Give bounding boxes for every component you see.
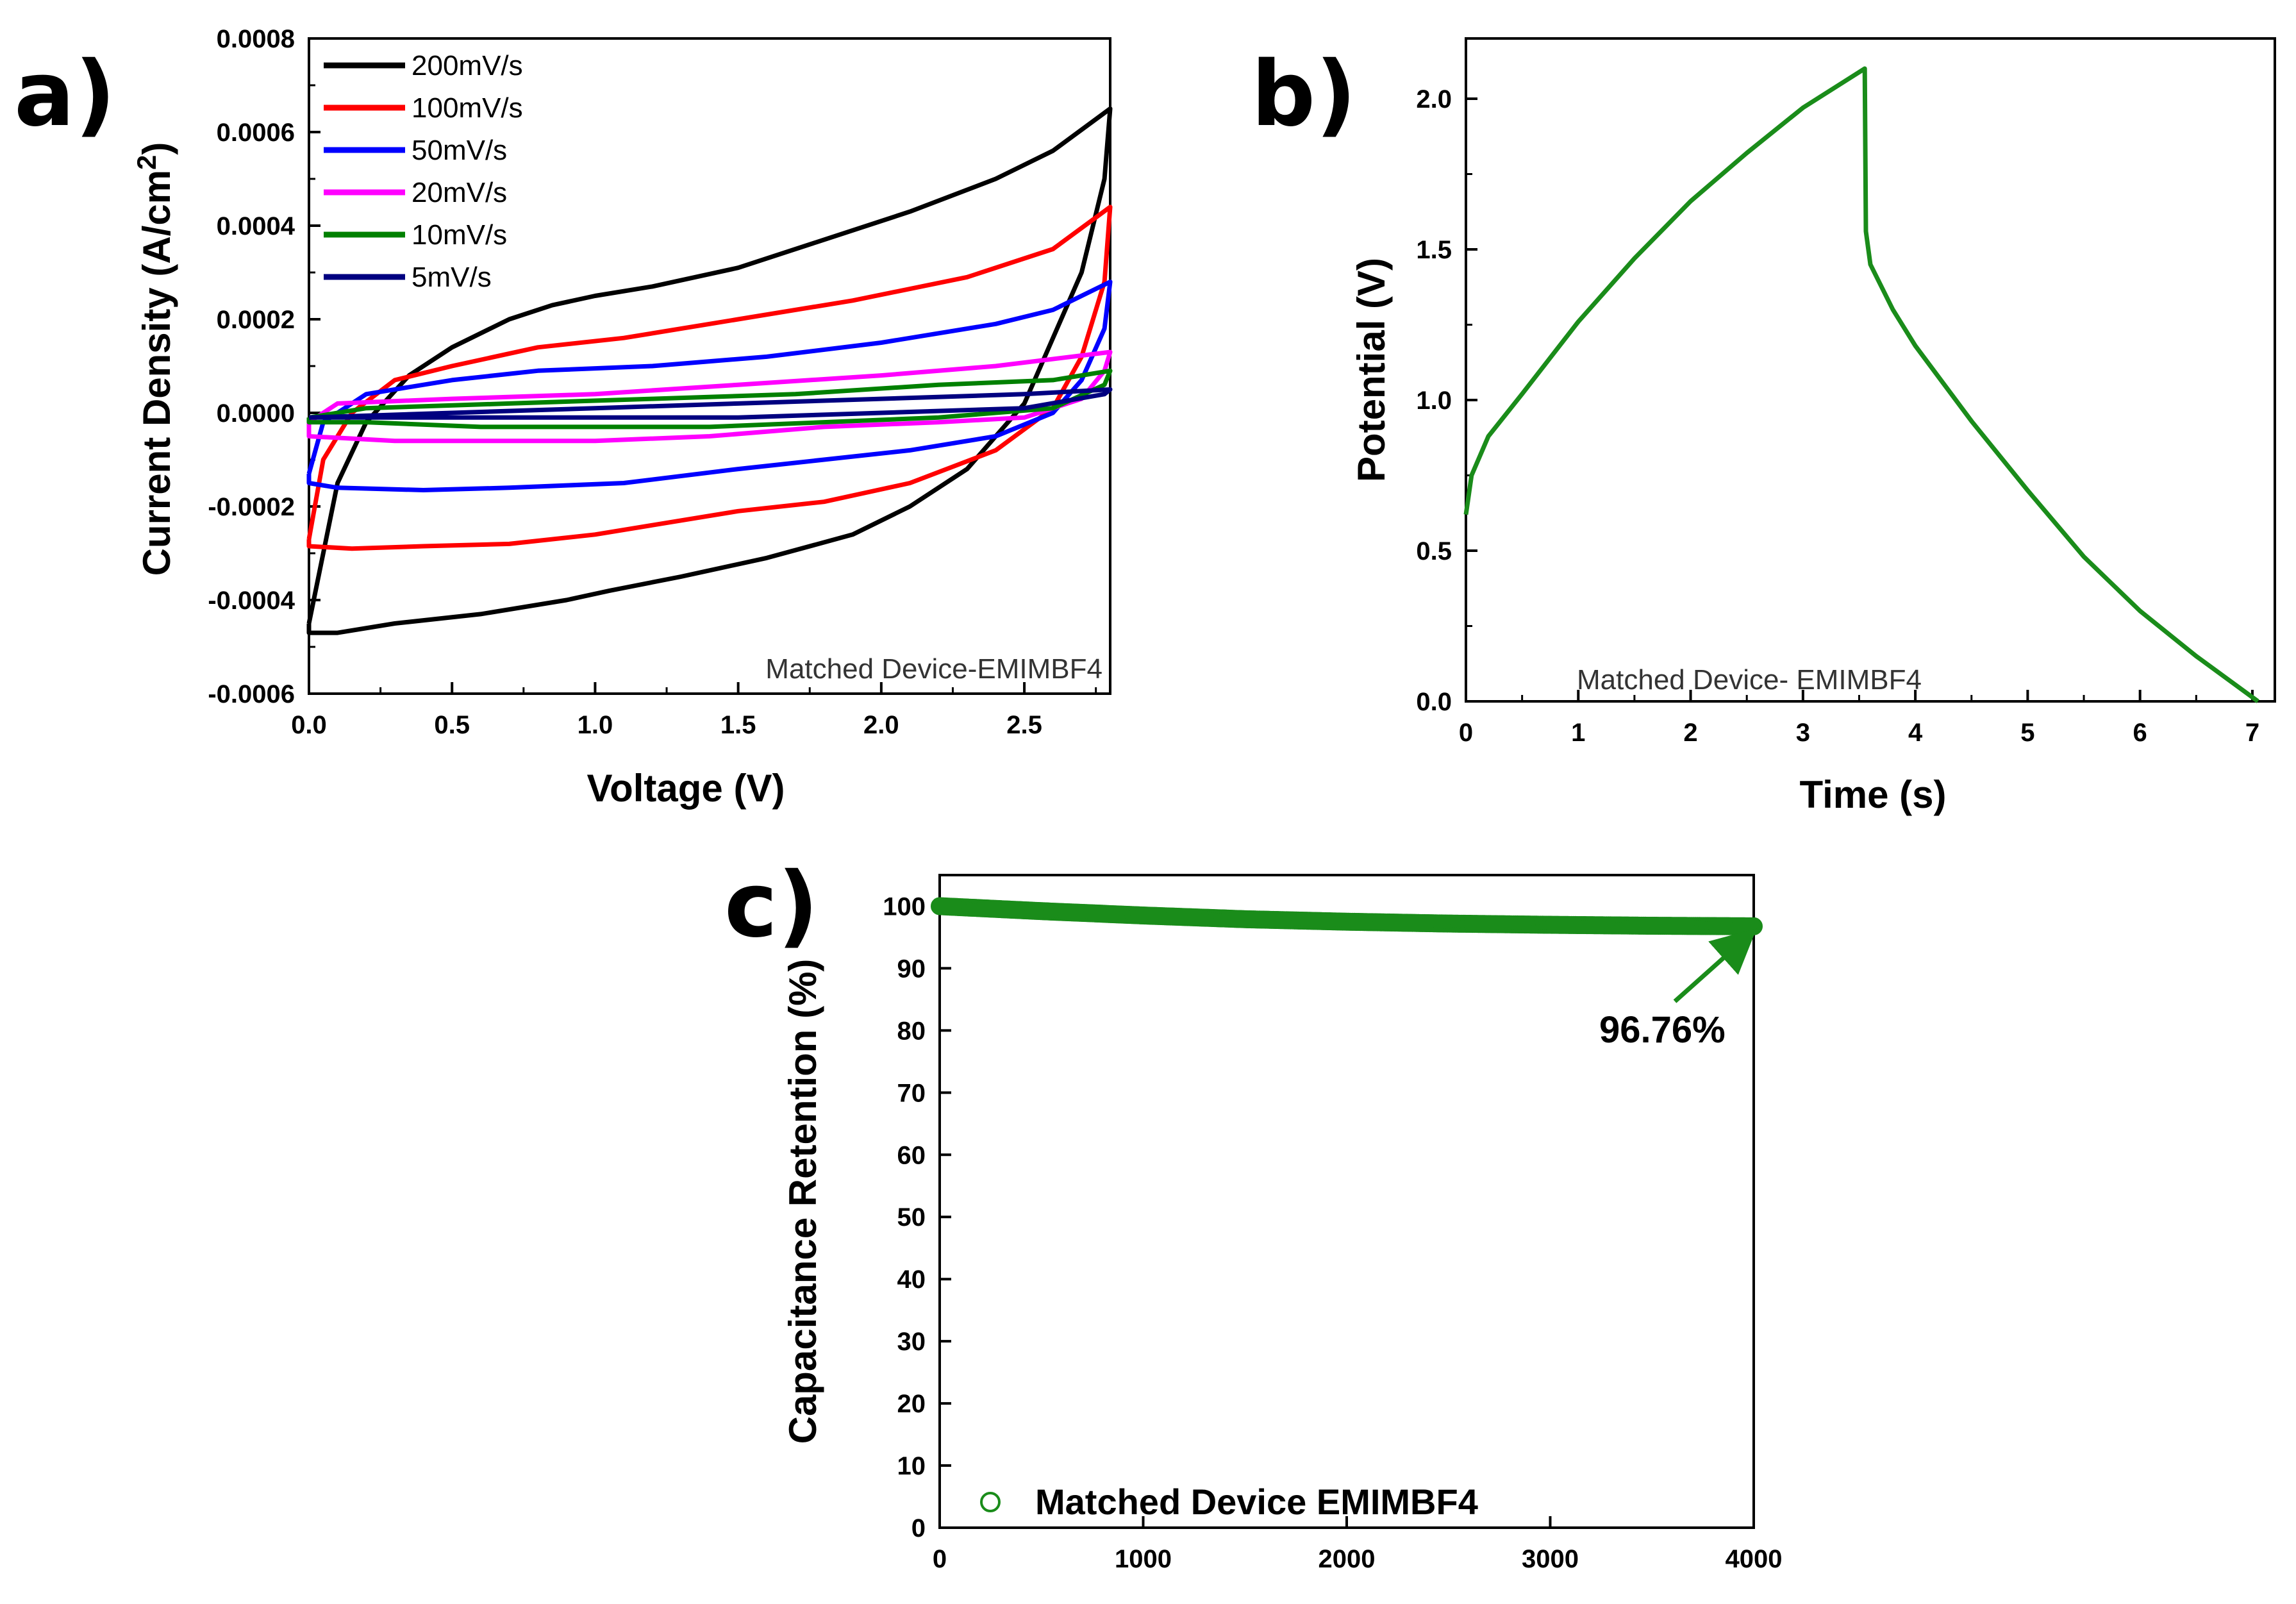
y-tick-label-b: 2.0 <box>1416 85 1452 113</box>
y-tick-label-a: 0.0004 <box>217 212 295 240</box>
y-tick-label-c: 60 <box>897 1141 926 1169</box>
y-axis-title-a-end: ) <box>135 142 178 155</box>
chart-cv-curves: 0.0 0.5 1.0 1.5 2.0 2.5 -0.0006 -0.0004 -0.0002 0… <box>131 25 1113 810</box>
x-tick-label-c: 3000 <box>1522 1545 1579 1573</box>
chart-charge-discharge: 0 1 2 3 4 5 6 7 0.0 0.5 1.0 1.5 2.0 Time (s) Potenti… <box>1350 37 2276 816</box>
x-tick-label-a: 0.0 <box>291 711 327 739</box>
y-tick-label-c: 50 <box>897 1203 926 1232</box>
series-group-b <box>1463 66 2259 703</box>
x-tick-label-a: 2.5 <box>1006 711 1042 739</box>
y-tick-label-a: 0.0002 <box>217 306 295 334</box>
x-tick-label-b: 3 <box>1796 719 1810 747</box>
y-tick-label-c: 10 <box>897 1452 926 1480</box>
chart-capacitance-retention: 0 1000 2000 3000 40000102030405060708090100 … <box>781 874 1782 1573</box>
annotation-a: Matched Device-EMIMBF4 <box>765 653 1102 685</box>
legend-label-a: 50mV/s <box>412 135 507 166</box>
series-line-a-5 <box>308 387 1113 420</box>
y-tick-label-c: 0 <box>911 1514 926 1542</box>
panel-label-a: a) <box>14 42 115 147</box>
y-tick-label-c: 30 <box>897 1328 926 1356</box>
y-tick-label-c: 80 <box>897 1017 926 1045</box>
series-group-a <box>306 106 1113 635</box>
series-line-a-1 <box>306 205 1113 551</box>
x-tick-label-b: 4 <box>1908 719 1923 747</box>
annotation-arrow-c <box>1673 928 1757 1003</box>
y-tick-label-b: 0.5 <box>1416 537 1452 565</box>
axis-ticks-b: 0 1 2 3 4 5 6 7 0.0 0.5 1.0 1.5 2.0 <box>1416 85 2259 747</box>
y-tick-label-c: 70 <box>897 1079 926 1107</box>
axis-ticks-a: 0.0 0.5 1.0 1.5 2.0 2.5 -0.0006 -0.0004 -0.0002 0… <box>208 25 1097 739</box>
annotation-c: 96.76% <box>1599 1009 1726 1051</box>
legend-a: 200mV/s 100mV/s 50mV/s 20mV/s 10mV/s 5mV/s <box>324 50 523 293</box>
panel-label-b: b) <box>1251 42 1356 147</box>
y-tick-label-a: 0.0008 <box>217 25 295 53</box>
y-axis-title-a-sup: 2 <box>131 155 162 170</box>
x-axis-title-a: Voltage (V) <box>587 767 785 810</box>
x-tick-label-c: 1000 <box>1115 1545 1172 1573</box>
y-tick-label-b: 1.5 <box>1416 236 1452 264</box>
panel-label-c: c) <box>724 853 819 958</box>
y-tick-label-a: 0.0000 <box>217 399 295 428</box>
series-line-b-0 <box>1463 66 2259 703</box>
y-tick-label-a: -0.0004 <box>208 587 295 615</box>
y-tick-label-a: -0.0006 <box>208 680 295 708</box>
x-tick-label-b: 0 <box>1459 719 1473 747</box>
legend-label-a: 10mV/s <box>412 219 507 251</box>
axis-ticks-c: 0 1000 2000 3000 4000 0 10 20 30 40 50 60 70 80 90 100 <box>883 892 1782 1573</box>
series-c-0 <box>931 897 1763 935</box>
series-group-c <box>931 897 1763 935</box>
x-tick-label-b: 6 <box>2133 719 2147 747</box>
y-axis-title-b: Potential (V) <box>1350 258 1393 482</box>
y-tick-label-c: 90 <box>897 955 926 983</box>
y-tick-label-a: -0.0002 <box>208 493 295 521</box>
x-tick-label-a: 1.5 <box>720 711 756 739</box>
x-tick-label-a: 1.0 <box>578 711 613 739</box>
x-tick-label-b: 5 <box>2020 719 2034 747</box>
plot-frame-b <box>1465 37 2276 703</box>
x-tick-label-a: 0.5 <box>434 711 470 739</box>
y-tick-label-c: 20 <box>897 1390 926 1418</box>
x-tick-label-b: 7 <box>2245 719 2259 747</box>
x-tick-label-c: 4000 <box>1726 1545 1783 1573</box>
x-axis-title-b: Time (s) <box>1800 773 1947 816</box>
x-tick-label-b: 2 <box>1683 719 1697 747</box>
y-tick-label-b: 0.0 <box>1416 688 1452 716</box>
legend-label-a: 200mV/s <box>412 50 523 81</box>
y-axis-title-c: Capacitance Retention (%) <box>781 959 824 1444</box>
y-tick-label-b: 1.0 <box>1416 387 1452 415</box>
x-tick-label-a: 2.0 <box>863 711 899 739</box>
y-tick-label-c: 100 <box>883 892 926 921</box>
annotation-b: Matched Device- EMIMBF4 <box>1577 664 1922 696</box>
y-tick-label-c: 40 <box>897 1266 926 1294</box>
series-line-a-0 <box>306 106 1113 635</box>
plot-frame-c <box>938 874 1755 1529</box>
legend-label-a: 20mV/s <box>412 177 507 208</box>
legend-marker-c <box>980 1492 1001 1512</box>
y-axis-title-a: Current Density (A/cm2) <box>131 142 178 576</box>
x-tick-label-b: 1 <box>1571 719 1585 747</box>
x-tick-label-c: 0 <box>933 1545 947 1573</box>
legend-label-a: 100mV/s <box>412 92 523 124</box>
y-axis-title-a-main: Current Density (A/cm <box>135 170 178 576</box>
y-tick-label-a: 0.0006 <box>217 119 295 147</box>
x-tick-label-c: 2000 <box>1319 1545 1376 1573</box>
legend-label-a: 5mV/s <box>412 262 492 293</box>
legend-label-c: Matched Device EMIMBF4 <box>1035 1482 1478 1522</box>
